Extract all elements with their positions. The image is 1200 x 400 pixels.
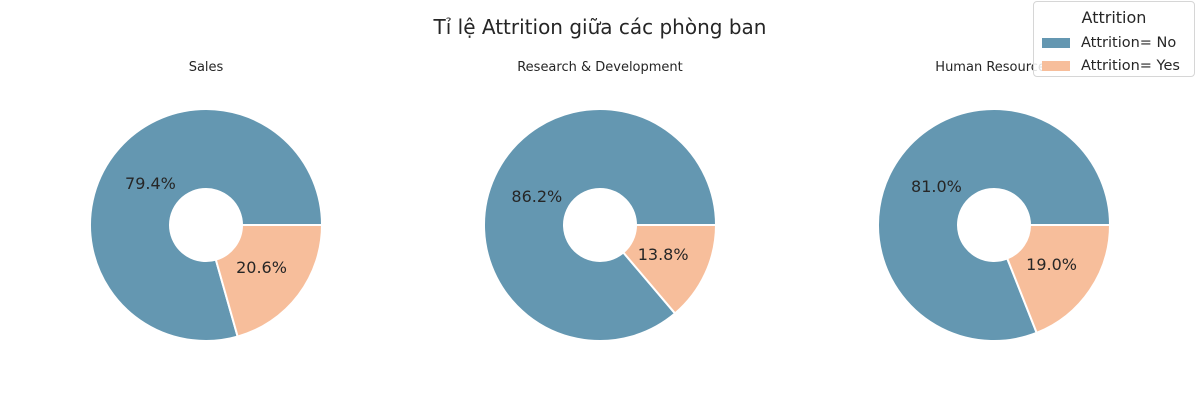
legend-label-yes: Attrition= Yes bbox=[1081, 58, 1180, 74]
subplot-title-sales: Sales bbox=[189, 60, 224, 75]
legend-label-no: Attrition= No bbox=[1081, 35, 1177, 51]
donut-sales: Sales 79.4% 20.6% bbox=[89, 60, 323, 342]
slice-label-human-resources-yes: 19.0% bbox=[1026, 255, 1077, 274]
slice-label-human-resources-no: 81.0% bbox=[911, 177, 962, 196]
slice-label-sales-no: 79.4% bbox=[125, 174, 176, 193]
legend-item-no: Attrition= No bbox=[1042, 34, 1176, 52]
slice-research-and-development-yes bbox=[622, 224, 717, 315]
slice-label-sales-yes: 20.6% bbox=[236, 258, 287, 277]
legend-item-yes: Attrition= Yes bbox=[1042, 57, 1180, 75]
donut-human-resources: Human Resources 81.0% 19.0% bbox=[877, 60, 1111, 342]
legend: Attrition Attrition= No Attrition= Yes bbox=[1033, 1, 1195, 77]
slice-human-resources-no bbox=[877, 108, 1111, 342]
slice-research-and-development-no bbox=[483, 108, 717, 342]
slice-label-research-and-development-yes: 13.8% bbox=[638, 245, 689, 264]
legend-swatch-no bbox=[1042, 38, 1070, 48]
slice-label-research-and-development-no: 86.2% bbox=[511, 187, 562, 206]
slice-sales-no bbox=[89, 108, 323, 342]
donut-research-and-development: Research & Development 86.2% 13.8% bbox=[483, 60, 717, 342]
chart-title: Tỉ lệ Attrition giữa các phòng ban bbox=[433, 15, 767, 39]
subplot-title-human-resources: Human Resources bbox=[935, 60, 1053, 75]
subplot-title-research-and-development: Research & Development bbox=[517, 60, 683, 75]
legend-title: Attrition bbox=[1081, 8, 1147, 27]
legend-swatch-yes bbox=[1042, 61, 1070, 71]
slice-sales-yes bbox=[214, 224, 323, 338]
slice-human-resources-yes bbox=[1006, 224, 1111, 334]
